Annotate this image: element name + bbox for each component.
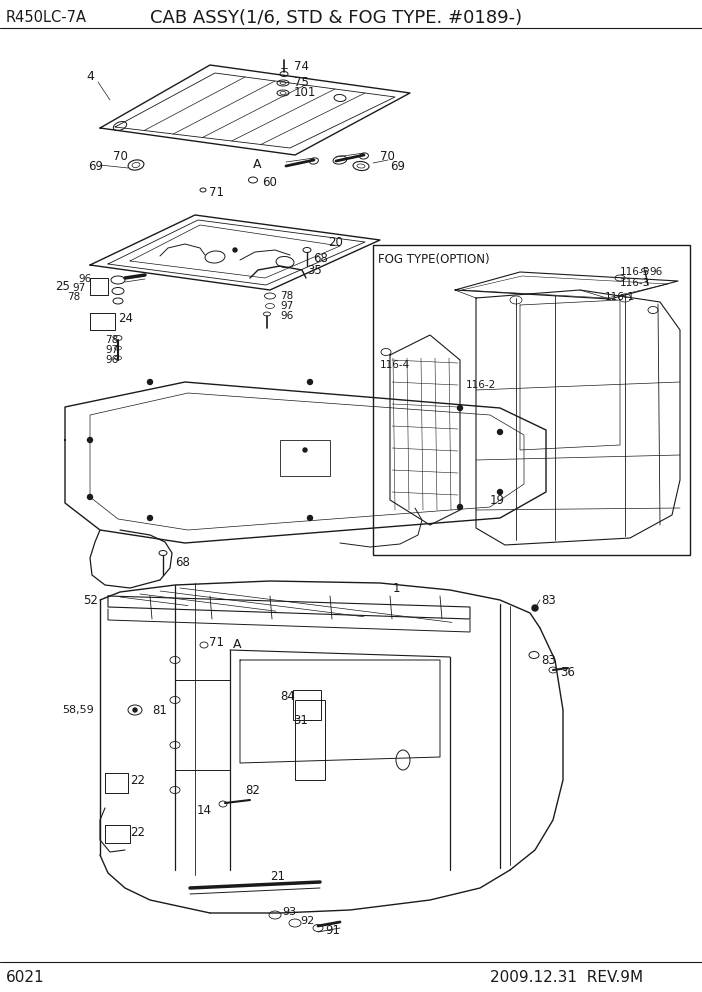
Text: 70: 70 — [113, 151, 128, 164]
Text: 6021: 6021 — [6, 970, 45, 985]
Circle shape — [147, 380, 152, 385]
Circle shape — [458, 505, 463, 510]
Circle shape — [307, 516, 312, 521]
Text: 58,59: 58,59 — [62, 705, 94, 715]
Text: 35: 35 — [307, 264, 322, 277]
Text: 116-2: 116-2 — [466, 380, 496, 390]
Circle shape — [458, 406, 463, 411]
Text: 25: 25 — [55, 281, 70, 294]
Circle shape — [133, 708, 137, 712]
Text: 96: 96 — [78, 274, 91, 284]
Text: 96: 96 — [280, 311, 293, 321]
Text: 69: 69 — [88, 161, 103, 174]
Text: 75: 75 — [294, 76, 309, 89]
Text: 36: 36 — [560, 667, 575, 680]
Text: 116-5: 116-5 — [620, 267, 650, 277]
Circle shape — [88, 494, 93, 500]
Text: 68: 68 — [175, 556, 190, 568]
Circle shape — [233, 248, 237, 252]
Text: A: A — [253, 159, 262, 172]
Text: 74: 74 — [294, 61, 309, 73]
Text: 31: 31 — [293, 713, 308, 726]
Circle shape — [303, 448, 307, 452]
Circle shape — [307, 380, 312, 385]
Text: 69: 69 — [390, 161, 405, 174]
Text: 19: 19 — [490, 493, 505, 507]
Bar — [293, 690, 321, 720]
Text: 71: 71 — [209, 636, 224, 649]
Text: 91: 91 — [325, 924, 340, 936]
Text: 83: 83 — [541, 593, 556, 606]
Circle shape — [498, 430, 503, 434]
Circle shape — [498, 489, 503, 494]
Text: 116-4: 116-4 — [380, 360, 410, 370]
Bar — [280, 440, 330, 476]
Text: 84: 84 — [280, 690, 295, 703]
Circle shape — [532, 605, 538, 611]
Text: CAB ASSY(1/6, STD & FOG TYPE. #0189-): CAB ASSY(1/6, STD & FOG TYPE. #0189-) — [150, 9, 522, 27]
Text: 96: 96 — [105, 355, 118, 365]
Text: 78: 78 — [67, 292, 80, 302]
Text: 70: 70 — [380, 151, 395, 164]
Text: 2009.12.31  REV.9M: 2009.12.31 REV.9M — [490, 970, 643, 985]
Text: 82: 82 — [245, 784, 260, 797]
Text: 21: 21 — [270, 871, 285, 884]
Text: 1: 1 — [393, 581, 401, 594]
Text: 22: 22 — [130, 825, 145, 838]
Text: 81: 81 — [152, 703, 167, 716]
Circle shape — [88, 437, 93, 442]
Text: FOG TYPE(OPTION): FOG TYPE(OPTION) — [378, 253, 489, 266]
Text: 97: 97 — [72, 283, 85, 293]
Text: 78: 78 — [280, 291, 293, 301]
Text: 68: 68 — [313, 252, 328, 265]
Circle shape — [147, 516, 152, 521]
Text: R450LC-7A: R450LC-7A — [6, 11, 87, 26]
Text: 116-1: 116-1 — [605, 292, 635, 302]
Bar — [373, 245, 690, 555]
Text: 52: 52 — [83, 593, 98, 606]
Text: 97: 97 — [280, 301, 293, 311]
Text: 71: 71 — [209, 186, 224, 199]
Text: 83: 83 — [541, 654, 556, 667]
Text: 93: 93 — [282, 907, 296, 917]
Text: A: A — [233, 639, 241, 652]
Text: 14: 14 — [197, 804, 212, 816]
Text: 78: 78 — [105, 335, 118, 345]
Text: 22: 22 — [130, 774, 145, 787]
Text: 4: 4 — [86, 70, 94, 83]
Text: 116-3: 116-3 — [620, 278, 650, 288]
Text: 60: 60 — [262, 177, 277, 189]
Text: 92: 92 — [300, 916, 314, 926]
Text: 20: 20 — [328, 236, 343, 250]
Text: 97: 97 — [105, 345, 118, 355]
Bar — [295, 700, 325, 780]
Text: 24: 24 — [118, 311, 133, 324]
Text: 96: 96 — [649, 267, 662, 277]
Text: 101: 101 — [294, 86, 317, 99]
